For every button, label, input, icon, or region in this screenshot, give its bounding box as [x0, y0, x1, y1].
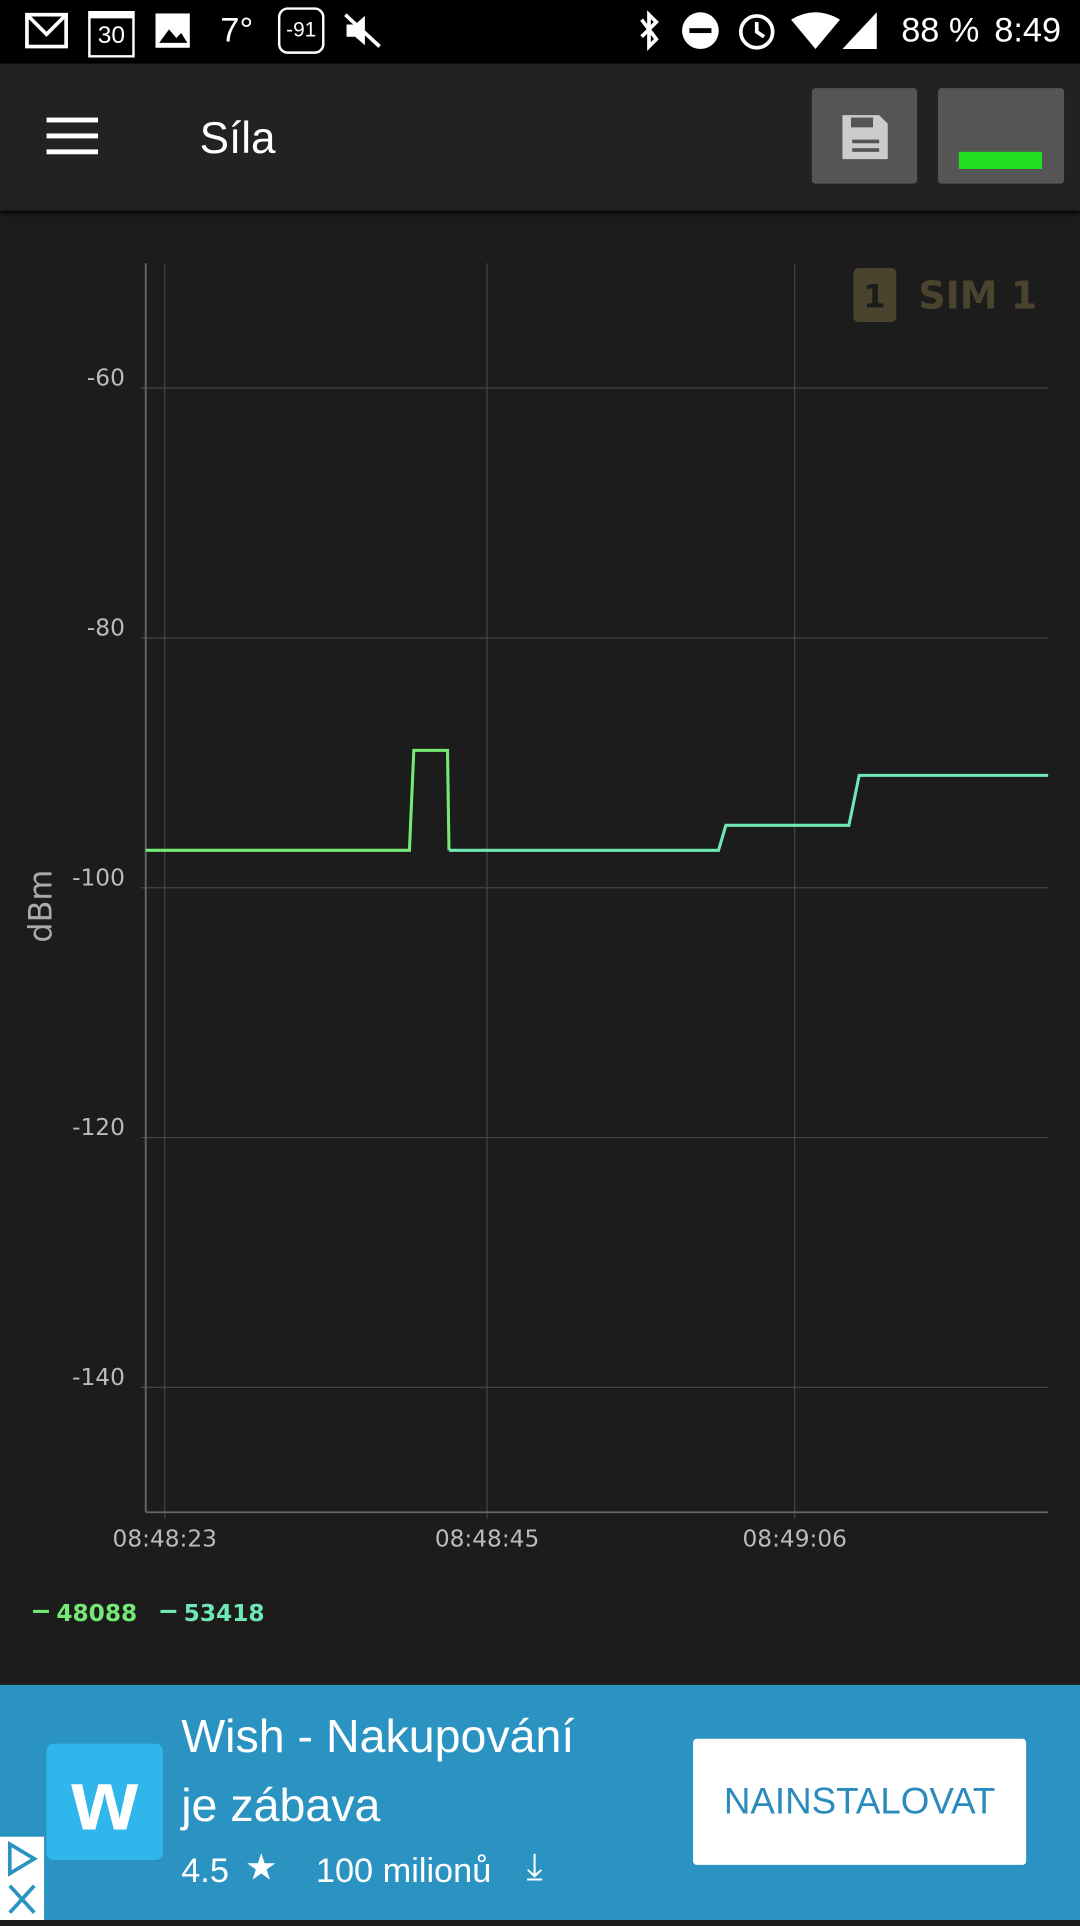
gmail-icon — [25, 12, 68, 49]
battery: 88 % — [901, 11, 980, 49]
sim-icon — [853, 268, 897, 323]
temperature: 7° — [220, 11, 254, 49]
legend-label: 53418 — [184, 1600, 265, 1627]
data-line — [448, 773, 1049, 852]
image-icon — [155, 13, 190, 48]
menu-button[interactable] — [46, 115, 101, 157]
y-tick-label: -140 — [72, 1364, 125, 1391]
ad-title: je zábava — [181, 1780, 381, 1832]
x-tick-label: 08:48:23 — [113, 1526, 217, 1553]
ad-rating: 4.5 — [181, 1851, 229, 1890]
sim-number: 1 — [863, 277, 885, 315]
save-button[interactable] — [811, 88, 918, 184]
ad-choices[interactable] — [0, 1836, 45, 1921]
calendar-icon: 30 — [88, 11, 135, 58]
install-button[interactable]: NAINSTALOVAT — [693, 1738, 1027, 1865]
toolbar-title: Síla — [199, 112, 276, 163]
y-tick-label: -80 — [87, 615, 125, 642]
clock: 8:49 — [994, 11, 1062, 49]
star-icon: ★ — [244, 1847, 278, 1889]
y-tick-label: -100 — [72, 864, 125, 891]
toolbar: Síla — [0, 63, 1080, 211]
sim-label: SIM 1 — [918, 274, 1037, 318]
ad-banner[interactable]: w Wish - Nakupování je zábava 4.5 ★ 100 … — [0, 1684, 1080, 1921]
signal-badge: -91 — [277, 7, 325, 54]
ad-title: Wish - Nakupování — [181, 1711, 575, 1764]
status-icons — [640, 10, 877, 51]
legend-label: 48088 — [56, 1600, 137, 1627]
x-tick-label: 08:49:06 — [743, 1526, 847, 1553]
chart: 1 SIM 1 dBm -60 -80 -100 -120 -140 08:48:23 08… — [21, 263, 1049, 1627]
ad-downloads: 100 milionů — [315, 1851, 492, 1890]
ad-logo: w — [46, 1743, 163, 1861]
signal-button[interactable] — [937, 88, 1065, 184]
download-icon: ⤓ — [526, 1846, 543, 1887]
y-axis-label: dBm — [21, 870, 59, 943]
status-bar: 30 7° -91 88 % 8:49 — [0, 0, 1080, 64]
mute-icon — [344, 13, 381, 48]
y-tick-label: -60 — [87, 365, 125, 392]
y-tick-label: -120 — [72, 1114, 125, 1141]
data-line — [145, 748, 451, 852]
x-tick-label: 08:48:45 — [435, 1526, 539, 1553]
